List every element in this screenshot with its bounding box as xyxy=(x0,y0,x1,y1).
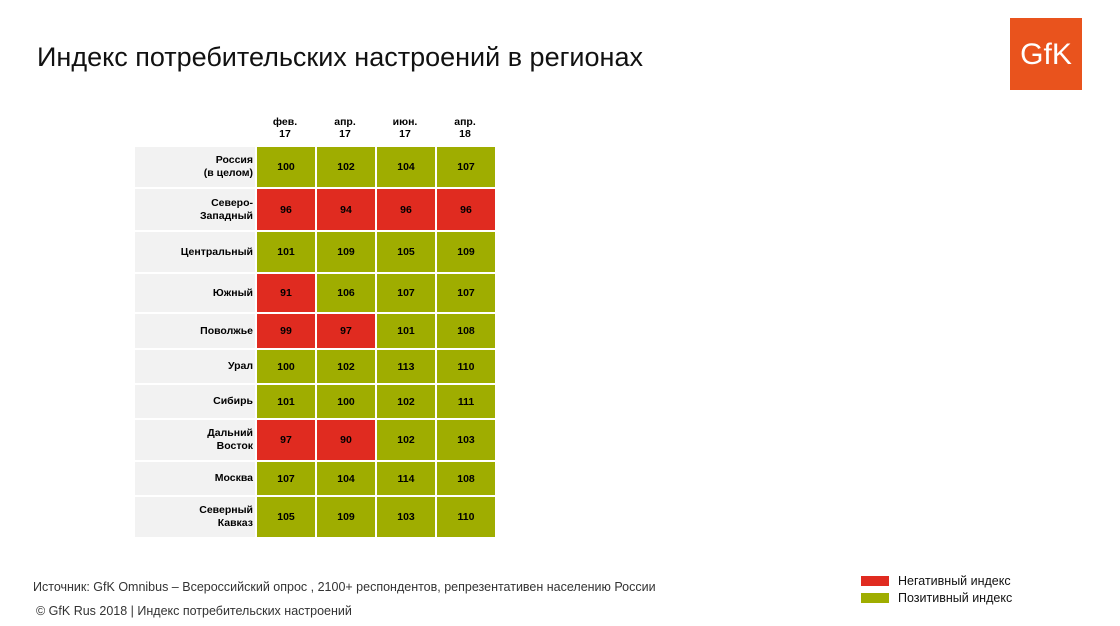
index-cell: 109 xyxy=(315,495,375,537)
column-header: фев. 17 xyxy=(272,115,298,140)
index-cell: 96 xyxy=(375,187,435,230)
row-label: Урал xyxy=(135,348,255,383)
row-label: Дальний Восток xyxy=(135,418,255,460)
index-cell: 105 xyxy=(375,230,435,272)
legend-item-negative: Негативный индекс xyxy=(861,572,1012,589)
index-cell: 103 xyxy=(375,495,435,537)
index-cell: 96 xyxy=(255,187,315,230)
gfk-logo-mark: GfK xyxy=(1020,38,1072,71)
column-header: апр. 17 xyxy=(334,115,356,140)
row-label: Сибирь xyxy=(135,383,255,418)
copyright-note: © GfK Rus 2018 | Индекс потребительских … xyxy=(36,604,352,618)
index-cell: 104 xyxy=(375,145,435,187)
positive-swatch xyxy=(861,592,889,603)
index-cell: 101 xyxy=(255,230,315,272)
index-cell: 109 xyxy=(435,230,495,272)
index-cell: 90 xyxy=(315,418,375,460)
index-cell: 96 xyxy=(435,187,495,230)
column-header: апр. 18 xyxy=(454,115,476,140)
index-cell: 101 xyxy=(375,312,435,348)
row-label: Северный Кавказ xyxy=(135,495,255,537)
table-corner xyxy=(135,110,255,145)
index-cell: 91 xyxy=(255,272,315,312)
index-cell: 101 xyxy=(255,383,315,418)
negative-swatch xyxy=(861,575,889,586)
index-cell: 102 xyxy=(375,383,435,418)
index-cell: 97 xyxy=(255,418,315,460)
index-cell: 114 xyxy=(375,460,435,495)
legend: Негативный индекс Позитивный индекс xyxy=(861,572,1012,606)
index-cell: 102 xyxy=(315,145,375,187)
index-cell: 108 xyxy=(435,312,495,348)
index-cell: 99 xyxy=(255,312,315,348)
row-label: Южный xyxy=(135,272,255,312)
legend-item-positive: Позитивный индекс xyxy=(861,589,1012,606)
source-note: Источник: GfK Omnibus – Всероссийский оп… xyxy=(33,580,656,594)
row-label: Россия (в целом) xyxy=(135,145,255,187)
index-table: фев. 17 апр. 17 июн. 17 апр. 18 Россия (в це… xyxy=(135,110,495,537)
legend-label-positive: Позитивный индекс xyxy=(898,590,1013,605)
index-cell: 113 xyxy=(375,348,435,383)
column-header: июн. 17 xyxy=(392,115,418,140)
index-cell: 106 xyxy=(315,272,375,312)
index-cell: 102 xyxy=(375,418,435,460)
row-label: Северо- Западный xyxy=(135,187,255,230)
page-title: Индекс потребительских настроений в реги… xyxy=(37,42,643,72)
row-label: Поволжье xyxy=(135,312,255,348)
index-cell: 100 xyxy=(255,145,315,187)
row-label: Центральный xyxy=(135,230,255,272)
index-cell: 103 xyxy=(435,418,495,460)
gfk-logo: GfK xyxy=(1010,18,1082,90)
index-cell: 107 xyxy=(375,272,435,312)
index-cell: 100 xyxy=(255,348,315,383)
index-cell: 111 xyxy=(435,383,495,418)
row-label: Москва xyxy=(135,460,255,495)
index-cell: 97 xyxy=(315,312,375,348)
legend-label-negative: Негативный индекс xyxy=(898,573,1011,588)
index-cell: 110 xyxy=(435,348,495,383)
index-cell: 107 xyxy=(255,460,315,495)
gfk-logo-text: GfK xyxy=(1020,38,1072,71)
index-cell: 108 xyxy=(435,460,495,495)
index-cell: 100 xyxy=(315,383,375,418)
index-cell: 109 xyxy=(315,230,375,272)
index-cell: 104 xyxy=(315,460,375,495)
index-cell: 105 xyxy=(255,495,315,537)
index-cell: 102 xyxy=(315,348,375,383)
index-cell: 107 xyxy=(435,145,495,187)
index-cell: 110 xyxy=(435,495,495,537)
index-cell: 94 xyxy=(315,187,375,230)
index-cell: 107 xyxy=(435,272,495,312)
